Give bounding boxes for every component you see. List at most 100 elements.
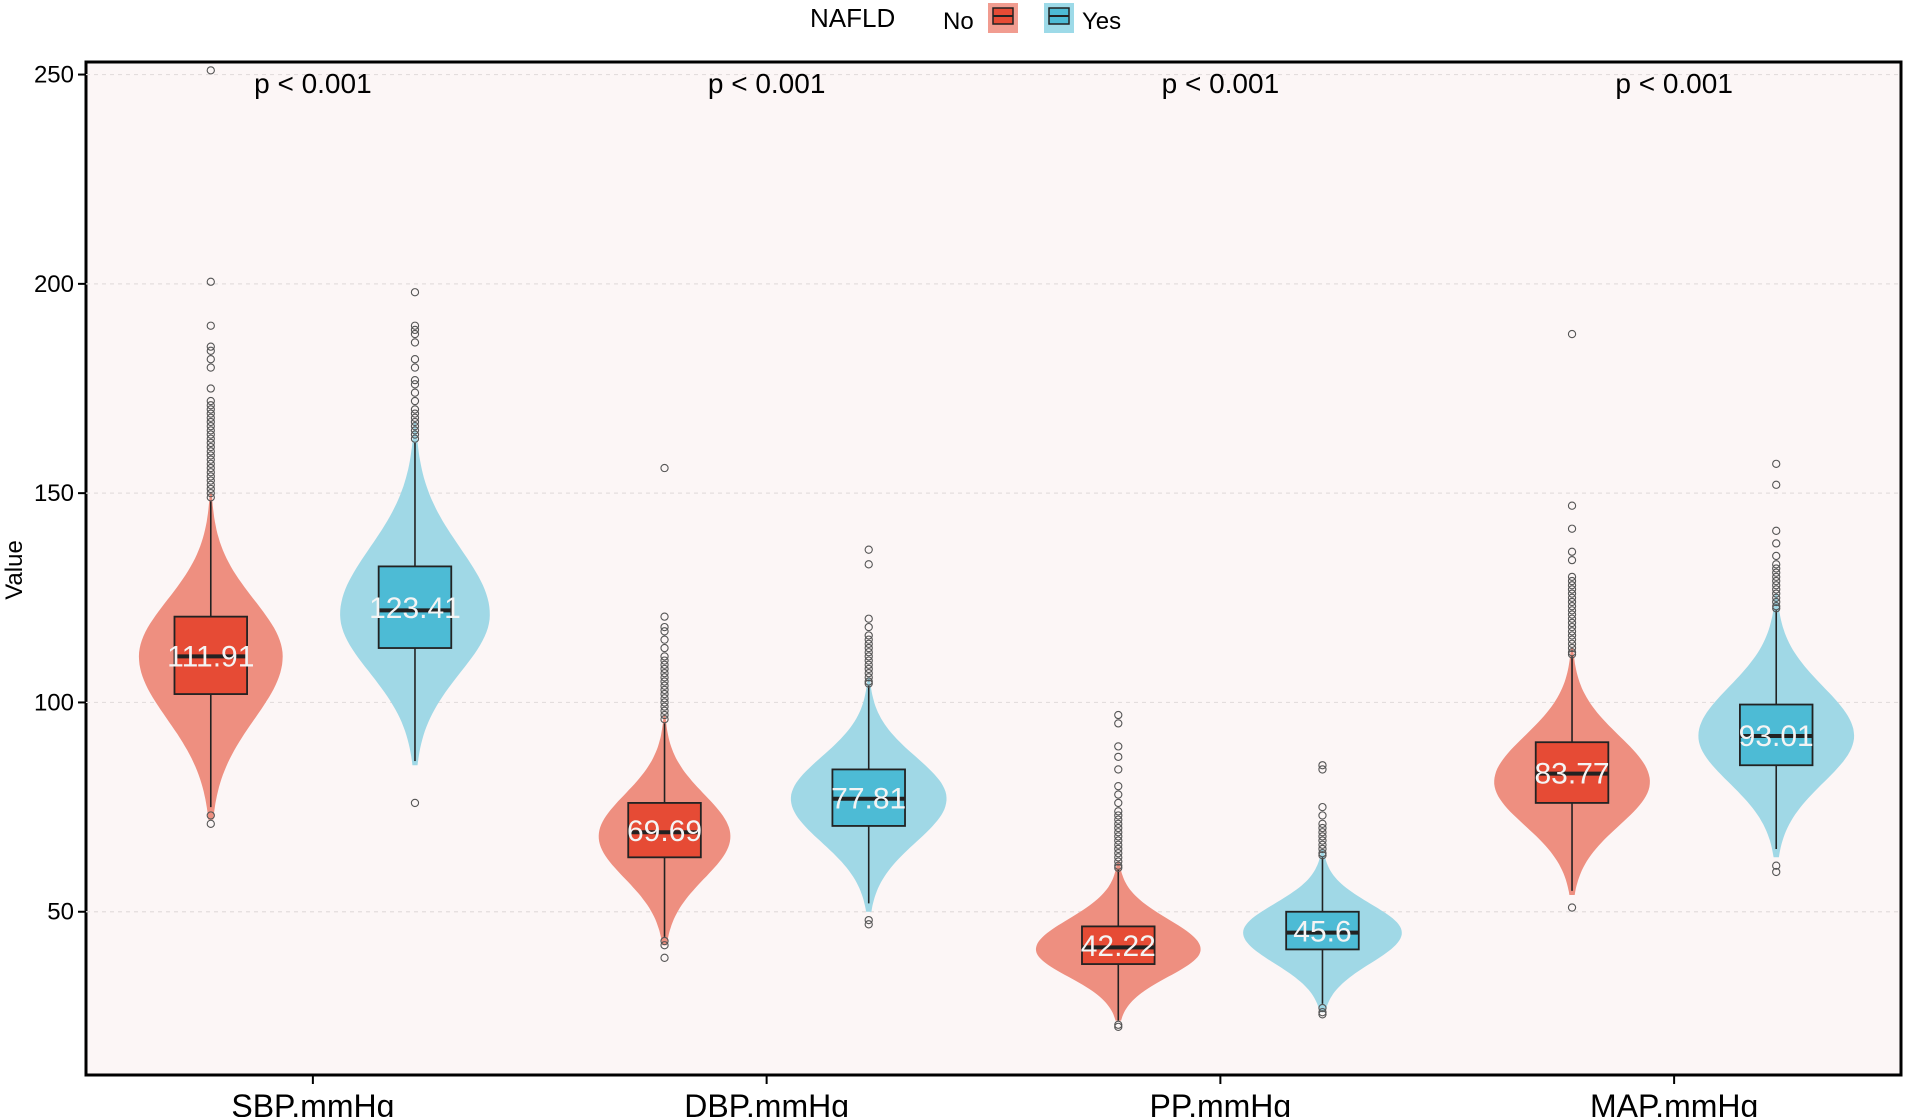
- outlier-point: [410, 396, 420, 406]
- outlier-point: [206, 409, 215, 418]
- outlier-point: [1318, 844, 1327, 854]
- outlier-point: [1114, 861, 1123, 870]
- legend-label-yes: Yes: [1082, 8, 1121, 35]
- outlier-point: [410, 321, 420, 330]
- outlier-point: [410, 422, 420, 431]
- outlier-point: [1114, 840, 1123, 849]
- outlier-point: [1772, 539, 1781, 548]
- outlier-point: [1567, 581, 1577, 590]
- outlier-point: [206, 346, 215, 355]
- outlier-point: [1318, 765, 1327, 774]
- outlier-point: [1318, 832, 1327, 841]
- outlier-point: [1567, 622, 1577, 632]
- outlier-point: [410, 329, 420, 339]
- outlier-point: [1114, 815, 1123, 824]
- p-value-label: p < 0.001: [1615, 68, 1733, 99]
- legend: NAFLD No Yes: [810, 3, 1121, 35]
- outlier-point: [206, 472, 215, 481]
- outlier-point: [1114, 752, 1123, 762]
- outlier-point: [206, 447, 215, 456]
- outlier-point: [660, 643, 669, 653]
- outlier-point: [206, 434, 215, 443]
- outlier-point: [1772, 867, 1781, 877]
- legend-key-yes: [1044, 3, 1074, 33]
- outlier-point: [1567, 585, 1577, 594]
- outlier-point: [206, 463, 215, 473]
- outlier-point: [1114, 765, 1123, 774]
- outlier-point: [1567, 501, 1577, 510]
- outlier-point: [410, 798, 420, 808]
- outlier-point: [1772, 593, 1781, 602]
- outlier-point: [864, 664, 873, 674]
- p-value-label: p < 0.001: [708, 68, 826, 99]
- legend-key-no: [988, 3, 1018, 33]
- outlier-point: [660, 710, 669, 720]
- outlier-point: [1772, 597, 1781, 607]
- outlier-point: [410, 380, 420, 389]
- box-yes: [1285, 910, 1360, 951]
- outlier-point: [1567, 639, 1577, 648]
- outlier-point: [1114, 710, 1123, 720]
- outlier-point: [1772, 589, 1781, 598]
- outlier-point: [1567, 648, 1577, 657]
- outlier-point: [1567, 547, 1577, 556]
- outlier-point: [864, 622, 873, 632]
- box-no: [1081, 925, 1156, 965]
- outlier-point: [410, 338, 420, 347]
- outlier-point: [660, 706, 669, 715]
- outlier-point: [1114, 807, 1123, 816]
- outlier-point: [660, 936, 669, 946]
- outlier-point: [864, 652, 873, 661]
- outlier-point: [206, 342, 215, 351]
- outlier-point: [1567, 576, 1577, 586]
- outlier-point: [660, 627, 669, 636]
- p-value-label: p < 0.001: [254, 68, 372, 99]
- outlier-point: [660, 694, 669, 703]
- y-tick-label: 50: [47, 899, 74, 926]
- outlier-point: [206, 484, 215, 494]
- outlier-point: [1567, 593, 1577, 602]
- y-axis: 50 100 150 200 250: [34, 62, 86, 926]
- outlier-point: [1114, 798, 1123, 808]
- outlier-point: [660, 660, 669, 669]
- outlier-point: [1567, 614, 1577, 623]
- outlier-point: [1114, 823, 1123, 833]
- outlier-point: [206, 66, 215, 75]
- outlier-point: [410, 375, 420, 385]
- outlier-point: [1114, 742, 1123, 751]
- outlier-point: [864, 920, 873, 929]
- outlier-point: [1772, 568, 1781, 577]
- mean-label: 77.81: [831, 783, 906, 816]
- outlier-point: [660, 715, 669, 724]
- outlier-point: [864, 656, 873, 665]
- outlier-point: [1772, 480, 1781, 489]
- outlier-point: [1567, 610, 1577, 619]
- outlier-point: [660, 668, 669, 678]
- outlier-point: [206, 417, 215, 427]
- outlier-point: [864, 545, 873, 554]
- outlier-point: [864, 648, 873, 657]
- outlier-point: [660, 681, 669, 690]
- x-tick-label: SBP,mmHg: [231, 1088, 394, 1117]
- outlier-point: [206, 442, 215, 452]
- outlier-point: [206, 401, 215, 410]
- outlier-point: [410, 388, 420, 397]
- mean-label: 93.01: [1739, 720, 1814, 753]
- outlier-point: [1114, 819, 1123, 828]
- outlier-point: [864, 677, 873, 686]
- y-tick-label: 100: [34, 689, 74, 716]
- outlier-point: [410, 405, 420, 414]
- outlier-point: [1114, 832, 1123, 841]
- outlier-point: [1567, 618, 1577, 628]
- outlier-point: [1114, 857, 1123, 866]
- x-tick-label: PP,mmHg: [1150, 1088, 1292, 1117]
- outlier-point: [1318, 1003, 1327, 1013]
- box-no: [627, 802, 702, 859]
- outlier-point: [864, 635, 873, 644]
- outlier-point: [864, 560, 873, 569]
- outlier-point: [206, 363, 215, 372]
- y-tick-label: 250: [34, 62, 74, 89]
- outlier-point: [1772, 572, 1781, 582]
- x-tick-label: DBP,mmHg: [684, 1088, 849, 1117]
